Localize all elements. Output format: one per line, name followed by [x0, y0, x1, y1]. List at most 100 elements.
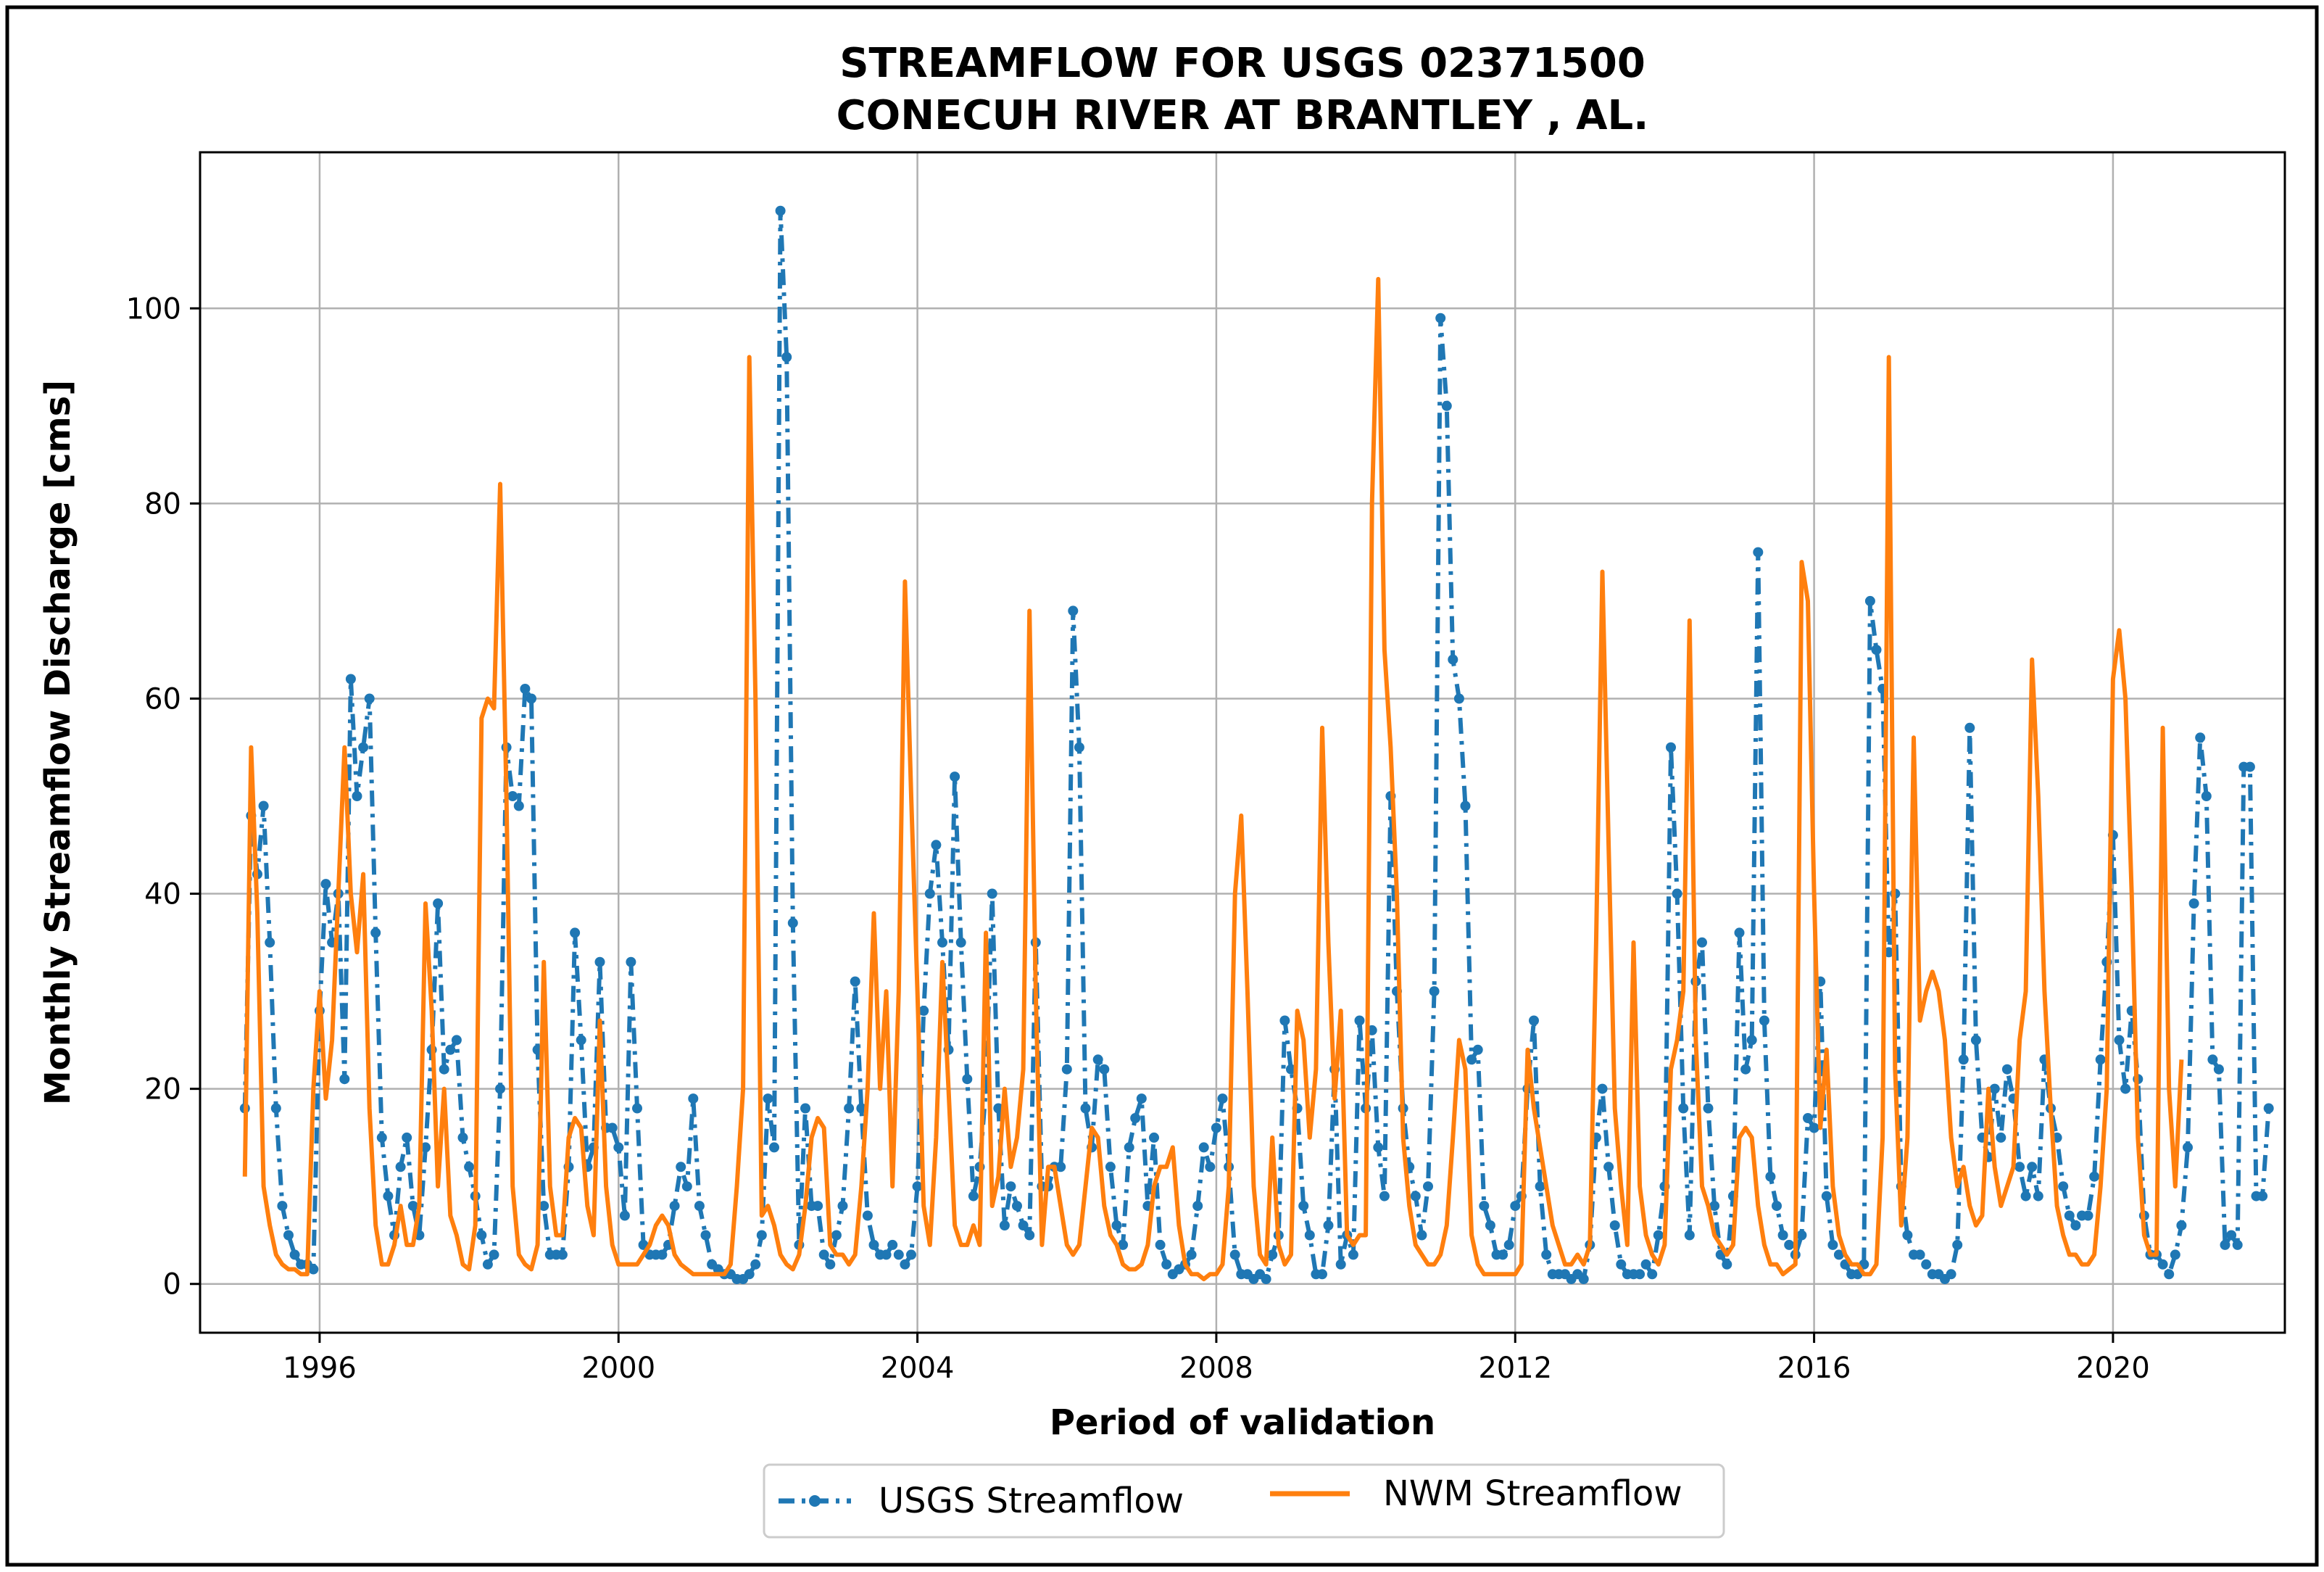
usgs-data-point [900, 1259, 910, 1270]
usgs-data-point [445, 1044, 456, 1055]
usgs-data-point [1827, 1239, 1838, 1250]
usgs-data-point [1946, 1269, 1956, 1280]
usgs-data-point [1261, 1274, 1271, 1284]
usgs-data-point [2183, 1142, 2193, 1153]
usgs-data-point [1317, 1269, 1327, 1280]
usgs-data-point [1678, 1103, 1689, 1114]
usgs-data-point [987, 888, 997, 899]
series-layer [239, 205, 2274, 1284]
usgs-data-point [999, 1220, 1010, 1230]
usgs-data-point [868, 1239, 879, 1250]
usgs-data-point [1130, 1113, 1141, 1123]
usgs-data-point [1074, 742, 1084, 753]
usgs-data-point [893, 1249, 904, 1260]
usgs-data-point [1229, 1249, 1240, 1260]
usgs-data-point [1821, 1191, 1832, 1201]
usgs-data-point [2232, 1239, 2243, 1250]
usgs-data-point [383, 1191, 394, 1201]
usgs-data-point [750, 1259, 761, 1270]
y-tick-label: 80 [144, 487, 181, 521]
usgs-data-point [1902, 1230, 1913, 1241]
usgs-data-point [265, 937, 275, 948]
usgs-data-point [769, 1142, 779, 1153]
usgs-data-point [818, 1249, 829, 1260]
usgs-data-point [800, 1103, 810, 1114]
usgs-data-point [464, 1162, 475, 1172]
usgs-data-point [1864, 595, 1875, 606]
usgs-data-point [1753, 547, 1764, 558]
usgs-data-point [283, 1230, 294, 1241]
usgs-data-point [1005, 1181, 1016, 1192]
usgs-data-point [881, 1249, 892, 1260]
usgs-data-point [364, 693, 375, 704]
usgs-data-point [2020, 1191, 2031, 1201]
usgs-data-point [2220, 1239, 2230, 1250]
usgs-data-point [402, 1132, 412, 1143]
usgs-data-point [1765, 1171, 1776, 1182]
usgs-data-point [950, 771, 960, 782]
usgs-data-point [1055, 1162, 1066, 1172]
usgs-data-point [2033, 1191, 2043, 1201]
usgs-data-point [1198, 1142, 1209, 1153]
usgs-data-point [451, 1035, 462, 1046]
usgs-data-point [526, 693, 536, 704]
usgs-data-point [1373, 1142, 1384, 1153]
usgs-data-point [1871, 645, 1882, 655]
plot-area-frame [199, 151, 2286, 1334]
usgs-data-point [1105, 1162, 1116, 1172]
usgs-data-point [1155, 1239, 1166, 1250]
x-tick-label: 2000 [581, 1352, 655, 1385]
usgs-data-point [1635, 1269, 1646, 1280]
usgs-data-point [1024, 1230, 1035, 1241]
usgs-data-point [2095, 1054, 2106, 1065]
usgs-data-point [756, 1230, 767, 1241]
y-tick-label: 60 [144, 682, 181, 716]
usgs-data-point [955, 937, 966, 948]
usgs-data-point [918, 1006, 929, 1016]
usgs-data-point [520, 684, 531, 694]
usgs-data-point [1722, 1259, 1732, 1270]
usgs-data-point [557, 1249, 568, 1260]
usgs-data-point [619, 1210, 630, 1221]
usgs-data-point [1970, 1035, 1981, 1046]
usgs-data-point [439, 1064, 449, 1075]
usgs-data-point [744, 1269, 755, 1280]
usgs-data-point [669, 1201, 680, 1212]
usgs-data-point [289, 1249, 300, 1260]
usgs-data-point [1429, 986, 1440, 997]
usgs-data-point [489, 1249, 499, 1260]
x-tick-label: 2016 [1777, 1352, 1851, 1385]
usgs-data-point [1466, 1054, 1477, 1065]
usgs-data-point [787, 917, 798, 928]
x-tick-label: 2008 [1179, 1352, 1253, 1385]
usgs-data-point [407, 1201, 418, 1212]
usgs-data-point [570, 927, 581, 938]
usgs-data-point [1472, 1044, 1483, 1055]
usgs-data-point [2164, 1269, 2175, 1280]
usgs-data-point [2064, 1210, 2075, 1221]
chart-title-line-2: CONECUH RIVER AT BRANTLEY , AL. [837, 92, 1649, 139]
usgs-data-point [2157, 1259, 2168, 1270]
usgs-data-point [968, 1191, 979, 1201]
legend-usgs-label: USGS Streamflow [879, 1481, 1184, 1521]
usgs-data-point [844, 1103, 855, 1114]
usgs-data-point [781, 352, 792, 363]
usgs-data-point [632, 1103, 642, 1114]
x-tick-label: 2012 [1478, 1352, 1552, 1385]
usgs-data-point [495, 1083, 505, 1094]
usgs-data-point [1684, 1230, 1695, 1241]
usgs-data-point [2014, 1162, 2025, 1172]
usgs-data-point [763, 1093, 773, 1104]
usgs-data-point [320, 879, 331, 890]
usgs-data-point [1809, 1122, 1819, 1133]
usgs-data-point [912, 1181, 923, 1192]
usgs-data-point [906, 1249, 916, 1260]
usgs-data-point [2188, 898, 2199, 909]
usgs-data-point [339, 1074, 350, 1085]
usgs-data-point [1796, 1230, 1807, 1241]
usgs-data-point [1883, 947, 1894, 958]
usgs-data-point [594, 956, 605, 967]
usgs-data-point [1921, 1259, 1932, 1270]
usgs-data-point [1136, 1093, 1147, 1104]
